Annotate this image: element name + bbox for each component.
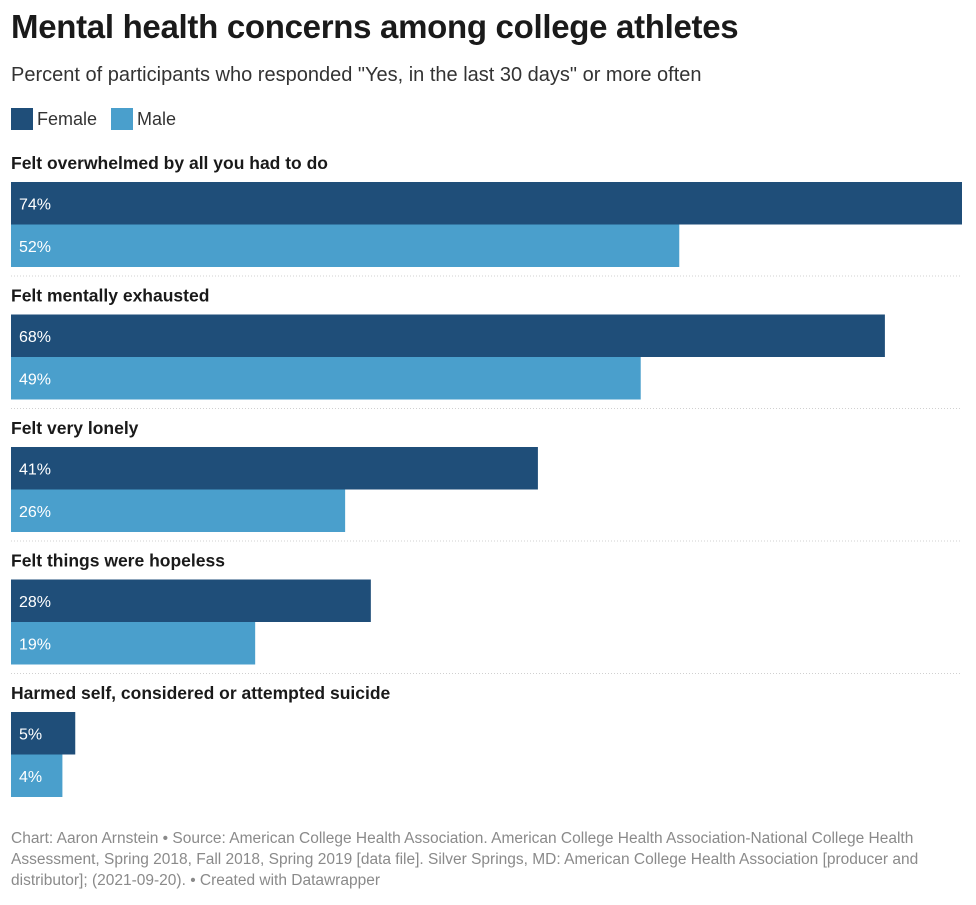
data-label-female: 74%	[19, 196, 51, 213]
bar-female	[11, 447, 538, 490]
legend-swatch-male	[111, 108, 134, 130]
legend-item-male: Male	[111, 108, 176, 130]
bar-male	[11, 622, 256, 665]
category-label: Felt mentally exhausted	[11, 286, 209, 306]
bar-male	[11, 357, 641, 400]
legend-label-male: Male	[137, 108, 177, 129]
chart-subtitle: Percent of participants who responded "Y…	[11, 64, 702, 86]
chart-title: Mental health concerns among college ath…	[11, 8, 739, 45]
legend-item-female: Female	[11, 108, 97, 130]
legend-label-female: Female	[37, 108, 98, 129]
bar-male	[11, 489, 346, 532]
data-label-male: 26%	[19, 504, 51, 521]
legend: Female Male	[11, 108, 190, 130]
category-label: Felt overwhelmed by all you had to do	[11, 153, 328, 173]
bar-male	[11, 754, 63, 797]
data-label-female: 68%	[19, 329, 51, 346]
bar-chart: Felt overwhelmed by all you had to do 74%…	[11, 153, 962, 797]
category-label: Harmed self, considered or attempted sui…	[11, 683, 391, 703]
data-label-male: 49%	[19, 371, 51, 388]
data-label-female: 28%	[19, 594, 51, 611]
data-label-male: 52%	[19, 239, 51, 256]
bar-female	[11, 712, 76, 755]
data-label-male: 4%	[19, 769, 42, 786]
chart-notes: Chart: Aaron Arnstein • Source: American…	[11, 830, 919, 889]
bar-female	[11, 314, 885, 357]
category-label: Felt things were hopeless	[11, 551, 225, 571]
data-label-female: 5%	[19, 726, 42, 743]
bar-female	[11, 182, 962, 225]
legend-swatch-female	[11, 108, 33, 130]
category-label: Felt very lonely	[11, 418, 139, 438]
data-label-male: 19%	[19, 636, 51, 653]
bar-female	[11, 579, 371, 622]
data-label-female: 41%	[19, 461, 51, 478]
bar-male	[11, 224, 680, 267]
